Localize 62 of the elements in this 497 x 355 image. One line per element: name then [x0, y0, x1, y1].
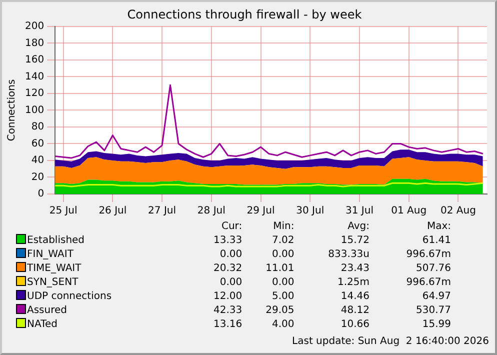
text: Last update: Sun Aug 2 16:40:00 2026 [292, 336, 489, 347]
y-tick-label: 20 [31, 172, 44, 183]
legend-label: FIN_WAIT [26, 248, 74, 262]
text: 996.67m [405, 248, 451, 262]
x-tick-label: 30 Jul [296, 206, 324, 217]
text: 48.12 [340, 304, 370, 318]
text: Max: [426, 220, 451, 234]
text: 61.41 [421, 234, 451, 248]
y-tick-label: 0 [38, 188, 44, 200]
x-tick-label: 25 Jul [49, 206, 78, 217]
legend-label: UDP connections [26, 290, 113, 304]
text: 12.00 [212, 290, 242, 304]
legend-label: Established [26, 234, 86, 248]
y-tick-label: 100 [24, 104, 44, 116]
chart-title: Connections through firewall - by week [127, 7, 362, 22]
y-tick-label: 120 [24, 88, 44, 100]
text: 13.16 [212, 318, 242, 332]
x-tick-label: 31 Jul [346, 206, 374, 217]
x-tick-label: 28 Jul [197, 206, 226, 217]
y-tick-label: 60 [31, 138, 44, 150]
text: 0.00 [270, 248, 294, 262]
legend-label: SYN_SENT [26, 276, 80, 290]
text: 64.97 [421, 290, 451, 304]
y-tick-label: 140 [24, 71, 44, 82]
text: 23.43 [340, 262, 370, 276]
text: 4.00 [270, 318, 294, 332]
text: 5.00 [270, 290, 294, 304]
y-tick-label: 40 [31, 155, 44, 166]
text: 530.77 [415, 304, 451, 318]
text: 15.99 [421, 318, 451, 332]
text: Avg: [346, 220, 370, 234]
text: 996.67m [405, 276, 451, 290]
text: 20.32 [212, 262, 242, 276]
y-tick-label: 200 [24, 20, 44, 32]
text: 833.33u [327, 248, 370, 262]
text: 7.02 [270, 234, 294, 248]
text: 29.05 [264, 304, 294, 318]
legend-label: TIME_WAIT [26, 262, 82, 276]
legend-label: NATed [26, 318, 58, 332]
y-tick-label: 160 [24, 54, 44, 66]
text: 14.46 [340, 290, 370, 304]
x-tick-label: 26 Jul [98, 206, 127, 217]
x-tick-label: 29 Jul [246, 206, 275, 217]
text: 13.33 [212, 234, 242, 248]
legend-label: Assured [26, 304, 68, 318]
text: Min: [272, 220, 294, 234]
text: Cur: [220, 220, 242, 234]
text: 0.00 [218, 276, 242, 290]
text: 15.72 [340, 234, 370, 248]
x-tick-label: 01 Aug [391, 206, 427, 217]
text: 0.00 [270, 276, 294, 290]
text: 1.25m [336, 276, 370, 290]
y-axis-title: Connections [6, 79, 18, 142]
text: 507.76 [415, 262, 451, 276]
y-tick-label: 80 [31, 122, 44, 133]
text: 10.66 [340, 318, 370, 332]
y-tick-label: 180 [24, 38, 44, 49]
text: 0.00 [218, 248, 242, 262]
x-tick-label: 27 Jul [148, 206, 176, 217]
x-tick-label: 02 Aug [440, 206, 476, 217]
text: 11.01 [264, 262, 294, 276]
text: 42.33 [212, 304, 242, 318]
